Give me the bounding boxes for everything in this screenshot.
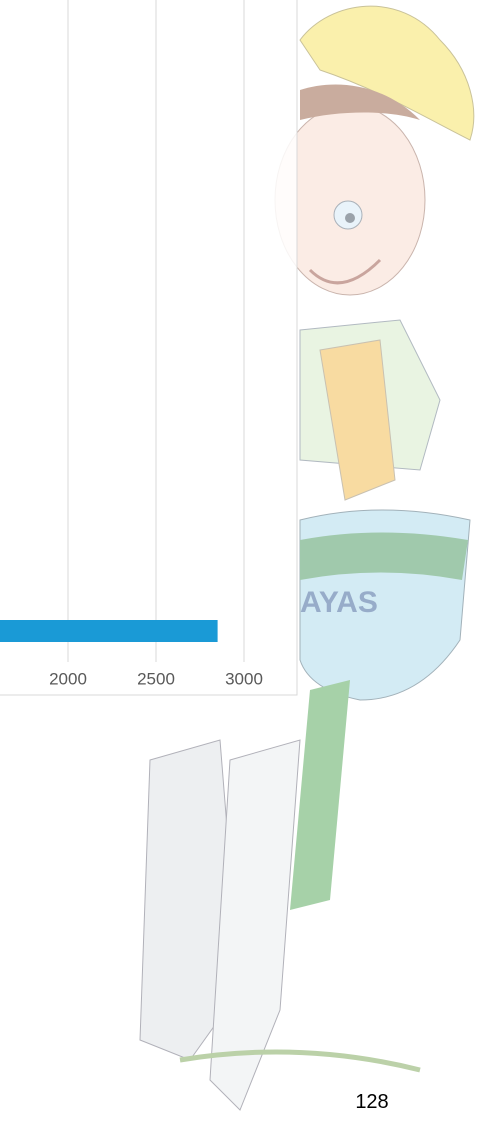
mascot-illustration: AYAS [139,5,475,1111]
chart: 1500200025003000 [0,0,298,696]
illustration-text: AYAS [300,586,378,619]
bar [0,620,218,642]
page-number: 128 [355,1091,388,1113]
chart-frame [0,0,298,696]
x-tick-label: 2000 [49,669,87,688]
x-tick-label: 3000 [225,669,263,688]
x-tick-label: 2500 [137,669,175,688]
